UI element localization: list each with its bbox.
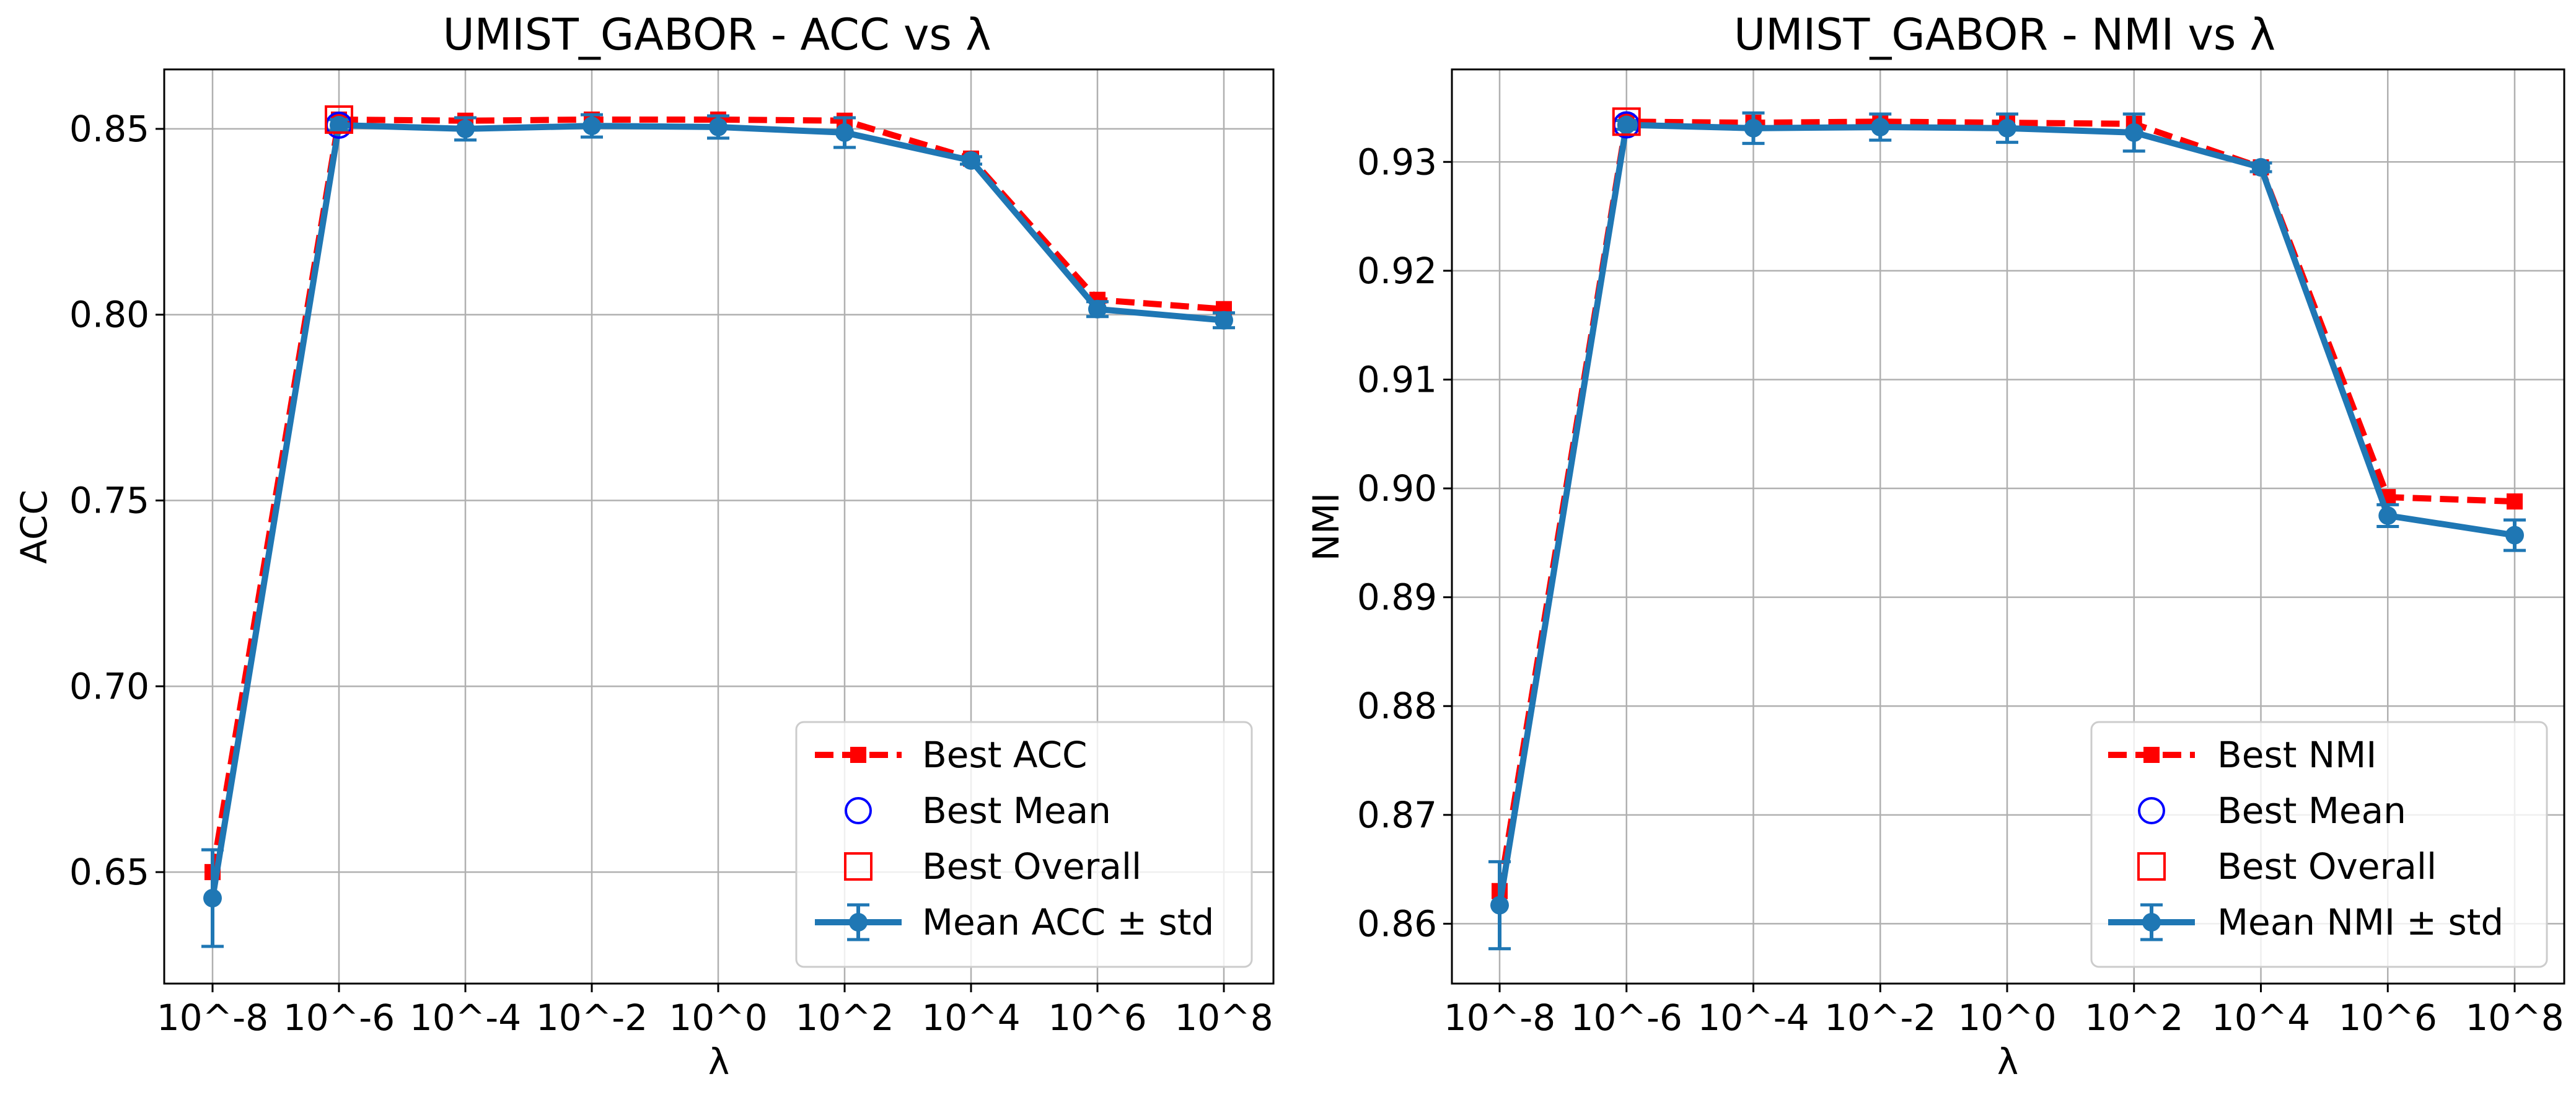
mean-series-point — [962, 151, 980, 170]
legend-label-mean: Mean ACC ± std — [922, 901, 1214, 943]
mean-series-point — [1744, 118, 1763, 138]
mean-series-point — [1215, 311, 1233, 330]
x-tick-label: 10^-8 — [1444, 997, 1555, 1039]
mean-series-point — [456, 119, 475, 138]
legend-mean-marker — [849, 913, 868, 932]
x-tick-label: 10^0 — [669, 997, 767, 1039]
y-tick-label: 0.70 — [69, 665, 149, 707]
x-axis-label: λ — [1997, 1041, 2018, 1083]
mean-series-point — [709, 117, 728, 136]
x-tick-label: 10^0 — [1958, 997, 2056, 1039]
legend-label-best-overall: Best Overall — [922, 845, 1141, 888]
x-tick-label: 10^-4 — [1697, 997, 1809, 1039]
y-tick-label: 0.75 — [69, 480, 149, 522]
legend-best-overall-marker — [844, 852, 873, 881]
y-tick-label: 0.89 — [1357, 576, 1437, 619]
x-tick-label: 10^-4 — [410, 997, 521, 1039]
legend-label-best: Best ACC — [922, 734, 1088, 776]
legend-best-line-marker — [2143, 747, 2160, 763]
mean-series-point — [835, 123, 854, 142]
legend-label-best-mean: Best Mean — [922, 790, 1111, 832]
y-tick-label: 0.80 — [69, 294, 149, 336]
legend-label-mean: Mean NMI ± std — [2217, 901, 2503, 943]
mean-series-point — [2251, 158, 2270, 177]
y-tick-label: 0.87 — [1357, 794, 1437, 836]
series-layer — [201, 105, 1235, 948]
acc-chart-panel: UMIST_GABOR - ACC vs λ 10^-8 10^-6 10^-4 10… — [13, 9, 1275, 1083]
best-series-line — [209, 116, 1224, 873]
mean-series-point — [1998, 118, 2016, 138]
x-tick-label: 10^6 — [2339, 997, 2437, 1039]
best-overall-marker — [325, 105, 353, 134]
legend-label-best: Best NMI — [2217, 734, 2376, 776]
x-tick-label: 10^2 — [795, 997, 894, 1039]
mean-series-point — [1088, 299, 1107, 319]
legend-box — [2090, 721, 2548, 968]
y-tick-label: 0.93 — [1357, 141, 1437, 183]
y-axis-label: NMI — [1305, 493, 1347, 562]
y-tick-label: 0.85 — [69, 108, 149, 150]
y-tick-label: 0.90 — [1357, 467, 1437, 509]
x-tick-label: 10^-6 — [1571, 997, 1682, 1039]
mean-series-point — [330, 115, 348, 134]
best-overall-marker — [1612, 107, 1641, 136]
y-axis-label: ACC — [13, 490, 55, 564]
tick-layer: 10^-8 10^-6 10^-4 10^-2 10^0 10^2 10^4 10^6 10^8… — [69, 108, 1273, 1039]
x-tick-label: 10^2 — [2085, 997, 2183, 1039]
y-tick-label: 0.65 — [69, 851, 149, 893]
x-tick-label: 10^8 — [2465, 997, 2564, 1039]
mean-series-point — [1617, 115, 1636, 134]
x-tick-label: 10^4 — [2212, 997, 2310, 1039]
legend-best-mean-marker — [2138, 797, 2165, 824]
mean-series-point — [203, 889, 222, 908]
mean-series-point — [2505, 526, 2524, 545]
y-tick-label: 0.86 — [1357, 902, 1437, 945]
mean-series-point — [2378, 506, 2398, 525]
legend-best-mean-marker — [845, 797, 872, 824]
legend-best-overall-marker — [2137, 852, 2166, 881]
x-tick-label: 10^8 — [1174, 997, 1273, 1039]
x-tick-label: 10^-8 — [157, 997, 268, 1039]
series-layer — [1488, 107, 2526, 951]
x-tick-label: 10^-2 — [1824, 997, 1936, 1039]
mean-series-point — [1490, 896, 1509, 915]
nmi-chart-panel: UMIST_GABOR - NMI vs λ 10^-8 10^-6 10^-4 10… — [1305, 9, 2565, 1083]
mean-series-point — [1871, 118, 1890, 137]
legend-label-best-mean: Best Mean — [2217, 790, 2406, 832]
legend-label-best-overall: Best Overall — [2217, 845, 2437, 888]
x-tick-label: 10^-6 — [283, 997, 395, 1039]
x-tick-label: 10^4 — [921, 997, 1020, 1039]
legend-box — [795, 721, 1253, 968]
x-axis-label: λ — [708, 1041, 729, 1083]
x-tick-label: 10^6 — [1048, 997, 1146, 1039]
legend: Best NMI Best Mean Best Overall Mean NMI… — [2090, 721, 2548, 968]
mean-series-point — [2124, 123, 2143, 142]
tick-layer: 10^-8 10^-6 10^-4 10^-2 10^0 10^2 10^4 10^6 10^8… — [1357, 141, 2564, 1039]
y-tick-label: 0.92 — [1357, 250, 1437, 292]
y-tick-label: 0.91 — [1357, 358, 1437, 400]
legend-best-line-marker — [850, 747, 866, 763]
legend-mean-marker — [2142, 913, 2161, 932]
chart-title: UMIST_GABOR - NMI vs λ — [1734, 9, 2275, 60]
x-tick-label: 10^-2 — [536, 997, 648, 1039]
legend: Best ACC Best Mean Best Overall Mean ACC… — [795, 721, 1253, 968]
best-series-point — [2507, 493, 2523, 510]
y-tick-label: 0.88 — [1357, 685, 1437, 727]
chart-title: UMIST_GABOR - ACC vs λ — [442, 9, 991, 60]
mean-series-point — [582, 117, 601, 136]
